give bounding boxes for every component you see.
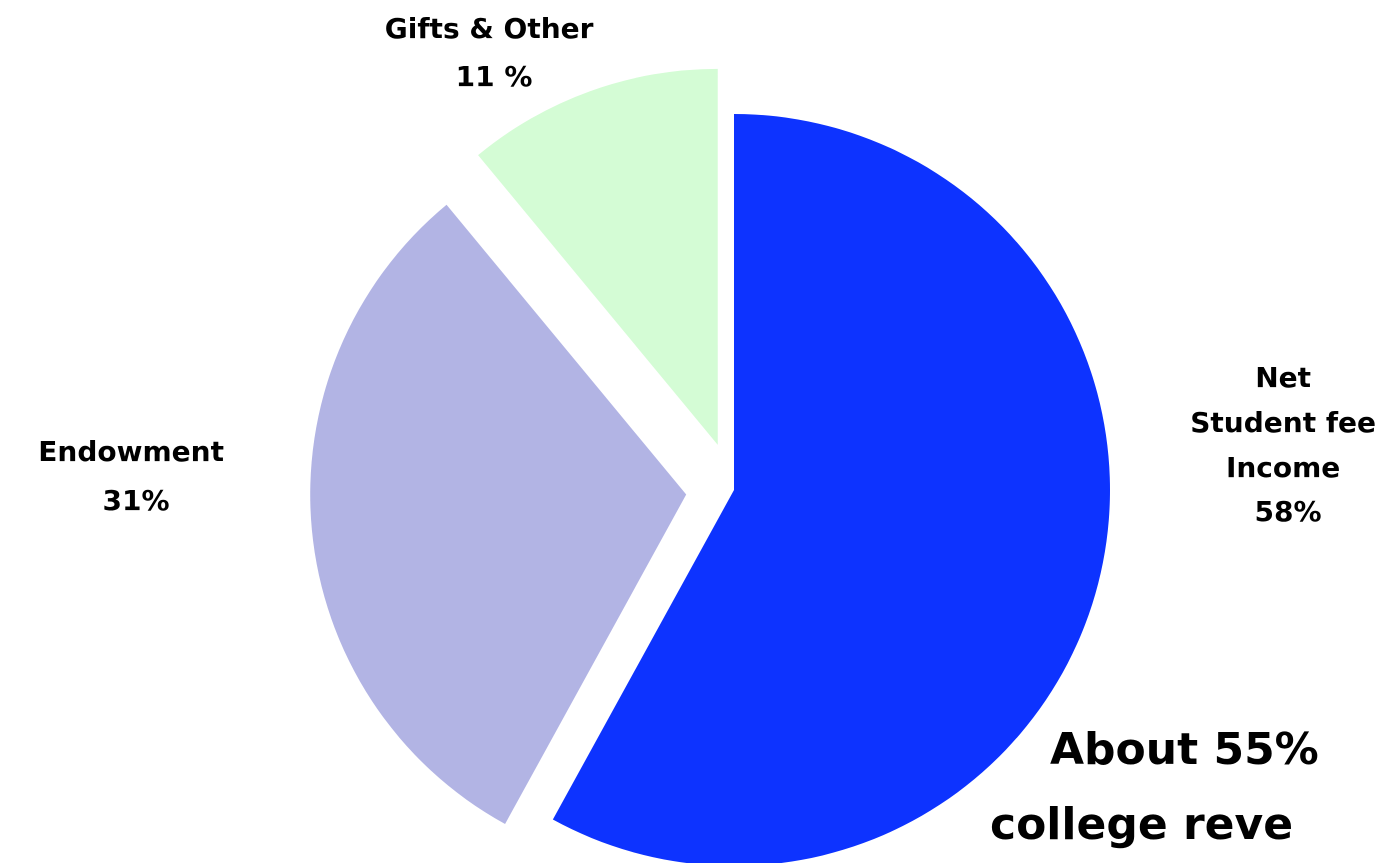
label-endowment: Endowment 31% [38, 435, 233, 517]
label-endowment-line-1: Endowment [38, 435, 224, 468]
label-net-student-fee-income: Net Student fee Income 58% [1190, 361, 1386, 528]
label-gifts-line-1: Gifts & Other [385, 12, 594, 45]
label-net-percent: 58% [1254, 495, 1321, 528]
label-gifts-other: Gifts & Other 11 % [385, 12, 603, 93]
label-net-line-2: Student fee [1190, 406, 1376, 439]
label-endowment-percent: 31% [102, 484, 169, 517]
annotation-callout: About 55% college reve [990, 724, 1334, 850]
pie-slice-net-student-fee-income [552, 114, 1110, 863]
slice-labels: Net Student fee Income 58% Endowment 31%… [38, 12, 1386, 528]
label-net-line-3: Income [1226, 451, 1340, 484]
label-gifts-percent: 11 % [456, 60, 533, 93]
annotation-line-1: About 55% [1050, 724, 1319, 775]
pie-slice-endowment [310, 204, 687, 825]
annotation-text: About 55% college reve [990, 724, 1334, 850]
pie-slice-gifts-other [478, 68, 718, 445]
pie-slices [310, 68, 1110, 863]
label-net-line-1: Net [1255, 361, 1311, 394]
annotation-line-2: college reve [990, 799, 1293, 850]
